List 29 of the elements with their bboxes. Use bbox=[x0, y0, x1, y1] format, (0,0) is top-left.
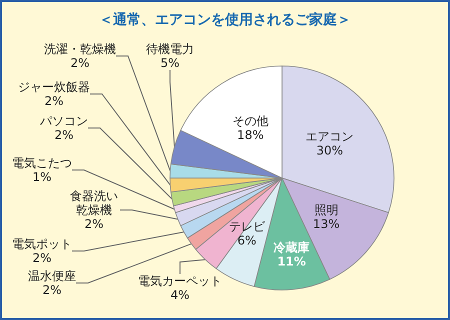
data-label: 11% bbox=[277, 254, 306, 269]
data-label: 4% bbox=[170, 288, 190, 302]
data-label: 2% bbox=[44, 94, 64, 108]
data-label: 2% bbox=[32, 251, 52, 265]
data-label: 6% bbox=[237, 233, 256, 248]
slice-label: テレビ bbox=[228, 219, 266, 234]
slice-label: ジャー炊飯器 bbox=[18, 80, 90, 94]
slice-label: 電気ポット bbox=[12, 237, 72, 251]
slice-label: 洗濯・乾燥機 bbox=[44, 42, 116, 56]
data-label: 2% bbox=[70, 56, 90, 70]
data-label: 2% bbox=[42, 283, 62, 297]
slice-label: 温水便座 bbox=[28, 269, 76, 283]
data-label: 5% bbox=[160, 56, 180, 70]
slice-label: パソコン bbox=[39, 114, 88, 128]
data-label: 18% bbox=[237, 128, 264, 142]
slice-label: 照明 bbox=[314, 203, 338, 218]
slice-label: 待機電力 bbox=[146, 42, 194, 56]
data-label: 30% bbox=[316, 143, 344, 158]
slice-label: 冷蔵庫 bbox=[274, 240, 310, 255]
slice-label: 電気こたつ bbox=[12, 156, 72, 170]
data-label: 2% bbox=[54, 128, 74, 142]
slice-label: その他 bbox=[232, 114, 268, 128]
chart-title: ＜通常、エアコンを使用されるご家庭＞ bbox=[99, 11, 351, 28]
data-label: 1% bbox=[32, 170, 52, 184]
slice-label: 電気カーペット bbox=[138, 274, 222, 288]
data-label: 13% bbox=[312, 217, 340, 232]
slice-label: エアコン bbox=[306, 129, 354, 144]
slice-label: 食器洗い乾燥機 bbox=[70, 189, 118, 217]
data-label: 2% bbox=[84, 217, 104, 231]
